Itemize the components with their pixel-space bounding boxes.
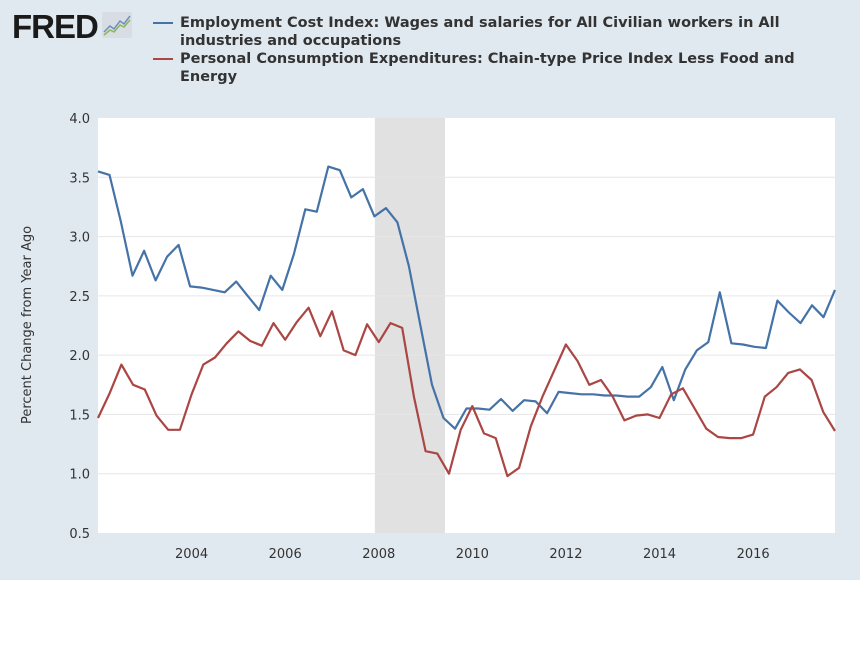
x-tick-label: 2010 bbox=[456, 547, 489, 562]
recession-shading bbox=[374, 118, 446, 533]
legend-item-eci[interactable]: Employment Cost Index: Wages and salarie… bbox=[153, 14, 853, 50]
fred-logo: FRED bbox=[12, 10, 132, 43]
x-tick-label: 2006 bbox=[269, 547, 302, 562]
fred-logo-text: FRED bbox=[12, 8, 99, 45]
plot-area bbox=[98, 118, 835, 533]
y-tick-label: 1.5 bbox=[69, 408, 90, 423]
y-tick-label: 2.5 bbox=[69, 290, 90, 305]
fred-chart-icon bbox=[101, 12, 132, 38]
legend-label: Employment Cost Index: Wages and salarie… bbox=[180, 15, 780, 49]
series-line-eci bbox=[97, 165, 837, 430]
x-tick-label: 2004 bbox=[175, 547, 208, 562]
y-tick-label: 0.5 bbox=[69, 527, 90, 542]
x-tick-label: 2014 bbox=[643, 547, 676, 562]
y-tick-label: 1.0 bbox=[69, 468, 90, 483]
y-tick-label: 4.0 bbox=[69, 112, 90, 127]
x-tick-label: 2012 bbox=[549, 547, 582, 562]
legend-label: Personal Consumption Expenditures: Chain… bbox=[180, 51, 795, 85]
x-tick-label: 2008 bbox=[362, 547, 395, 562]
y-tick-label: 2.0 bbox=[69, 349, 90, 364]
x-tick-label: 2016 bbox=[737, 547, 770, 562]
y-tick-label: 3.0 bbox=[69, 231, 90, 246]
series-line-pce bbox=[97, 306, 836, 478]
legend-swatch-red bbox=[153, 58, 173, 60]
y-tick-label: 3.5 bbox=[69, 171, 90, 186]
legend-item-pce[interactable]: Personal Consumption Expenditures: Chain… bbox=[153, 50, 853, 86]
legend: Employment Cost Index: Wages and salarie… bbox=[153, 14, 853, 86]
legend-swatch-blue bbox=[153, 22, 173, 24]
y-axis-label: Percent Change from Year Ago bbox=[20, 226, 35, 424]
